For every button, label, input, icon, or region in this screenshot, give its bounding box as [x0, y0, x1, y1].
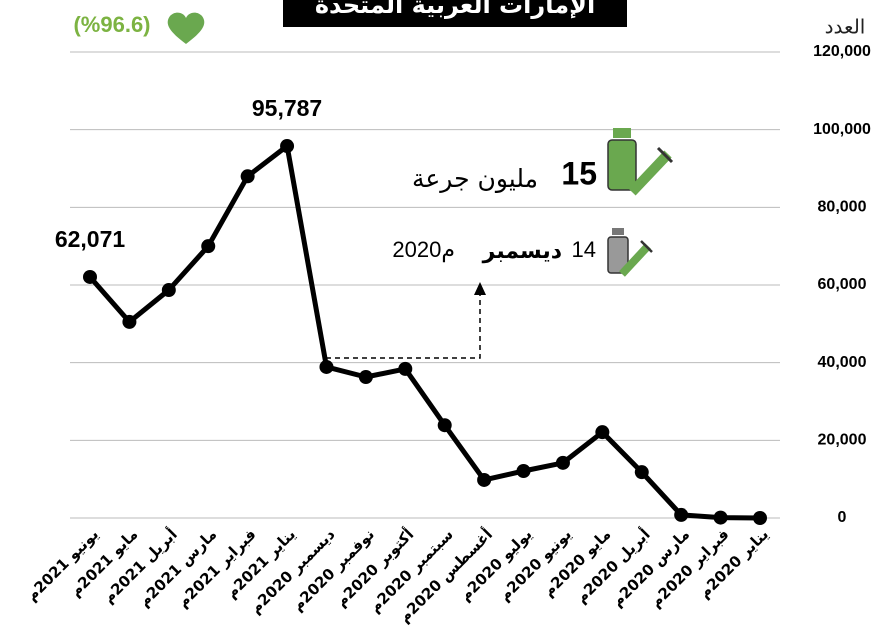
plot: 020,00040,00060,00080,000100,000120,000ي… [23, 43, 871, 626]
dose-count: 15 [561, 155, 597, 191]
point [240, 169, 255, 184]
vaccine-icon [607, 128, 674, 196]
y-tick-label: 40,000 [818, 354, 867, 371]
dose-unit: مليون جرعة [412, 164, 538, 193]
y-tick-label: 60,000 [818, 276, 867, 293]
point [83, 269, 97, 284]
point [398, 361, 413, 376]
line [88, 143, 761, 521]
chart-title: الإمارات العربية المتحدة [315, 0, 595, 19]
point [280, 139, 295, 154]
value-label: 95,787 [252, 95, 322, 121]
y-tick-label: 100,000 [813, 121, 871, 138]
point [516, 464, 531, 479]
point [555, 455, 570, 470]
y-tick-label: 0 [838, 509, 847, 526]
title-box [283, 0, 627, 27]
point [634, 465, 649, 480]
point [319, 359, 334, 374]
arrow [326, 292, 481, 359]
y-axis-label: العدد [825, 15, 866, 39]
start-day: 14 [572, 237, 596, 262]
start-month: ديسمبر [482, 239, 562, 264]
start-year: 2020م [392, 237, 455, 263]
point [122, 314, 137, 329]
point [753, 511, 767, 525]
point [437, 418, 452, 433]
vaccine-icon-small [607, 228, 653, 277]
y-tick-label: 120,000 [813, 43, 871, 60]
point [201, 239, 216, 254]
point [358, 370, 373, 385]
point [674, 507, 689, 522]
arrow-head [474, 282, 486, 295]
badge: (%96.6) [73, 12, 150, 37]
y-tick-label: 80,000 [818, 199, 867, 216]
y-tick-label: 20,000 [818, 432, 867, 449]
heart-icon [167, 12, 205, 45]
value-label: 62,071 [55, 226, 126, 252]
point [595, 425, 610, 440]
point [161, 283, 176, 298]
point [713, 510, 728, 525]
point [477, 472, 492, 487]
